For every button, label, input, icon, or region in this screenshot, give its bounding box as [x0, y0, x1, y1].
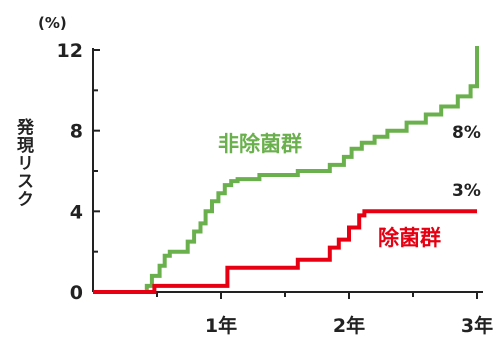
series-line-treated	[93, 209, 477, 294]
x-ticks: 1年 2年 3年	[156, 292, 493, 337]
y-tick-label: 0	[70, 282, 83, 304]
y-unit-label: (%)	[38, 14, 67, 32]
y-tick-label: 4	[70, 201, 83, 223]
series-line-untreated	[93, 46, 479, 294]
end-label-untreated: 8%	[452, 123, 481, 143]
y-ticks: 0 4 8 12	[57, 40, 100, 304]
x-tick-label: 3年	[461, 314, 493, 337]
y-tick-label: 12	[57, 40, 83, 62]
series-label-untreated: 非除菌群	[218, 132, 302, 156]
x-tick-label: 1年	[205, 314, 237, 337]
end-label-treated: 3%	[452, 181, 481, 201]
y-tick-label: 8	[70, 121, 83, 143]
y-axis-title: 発現リスク	[13, 118, 33, 208]
series-label-treated: 除菌群	[378, 226, 441, 250]
series-layer	[93, 46, 479, 294]
x-tick-label: 2年	[333, 314, 365, 337]
